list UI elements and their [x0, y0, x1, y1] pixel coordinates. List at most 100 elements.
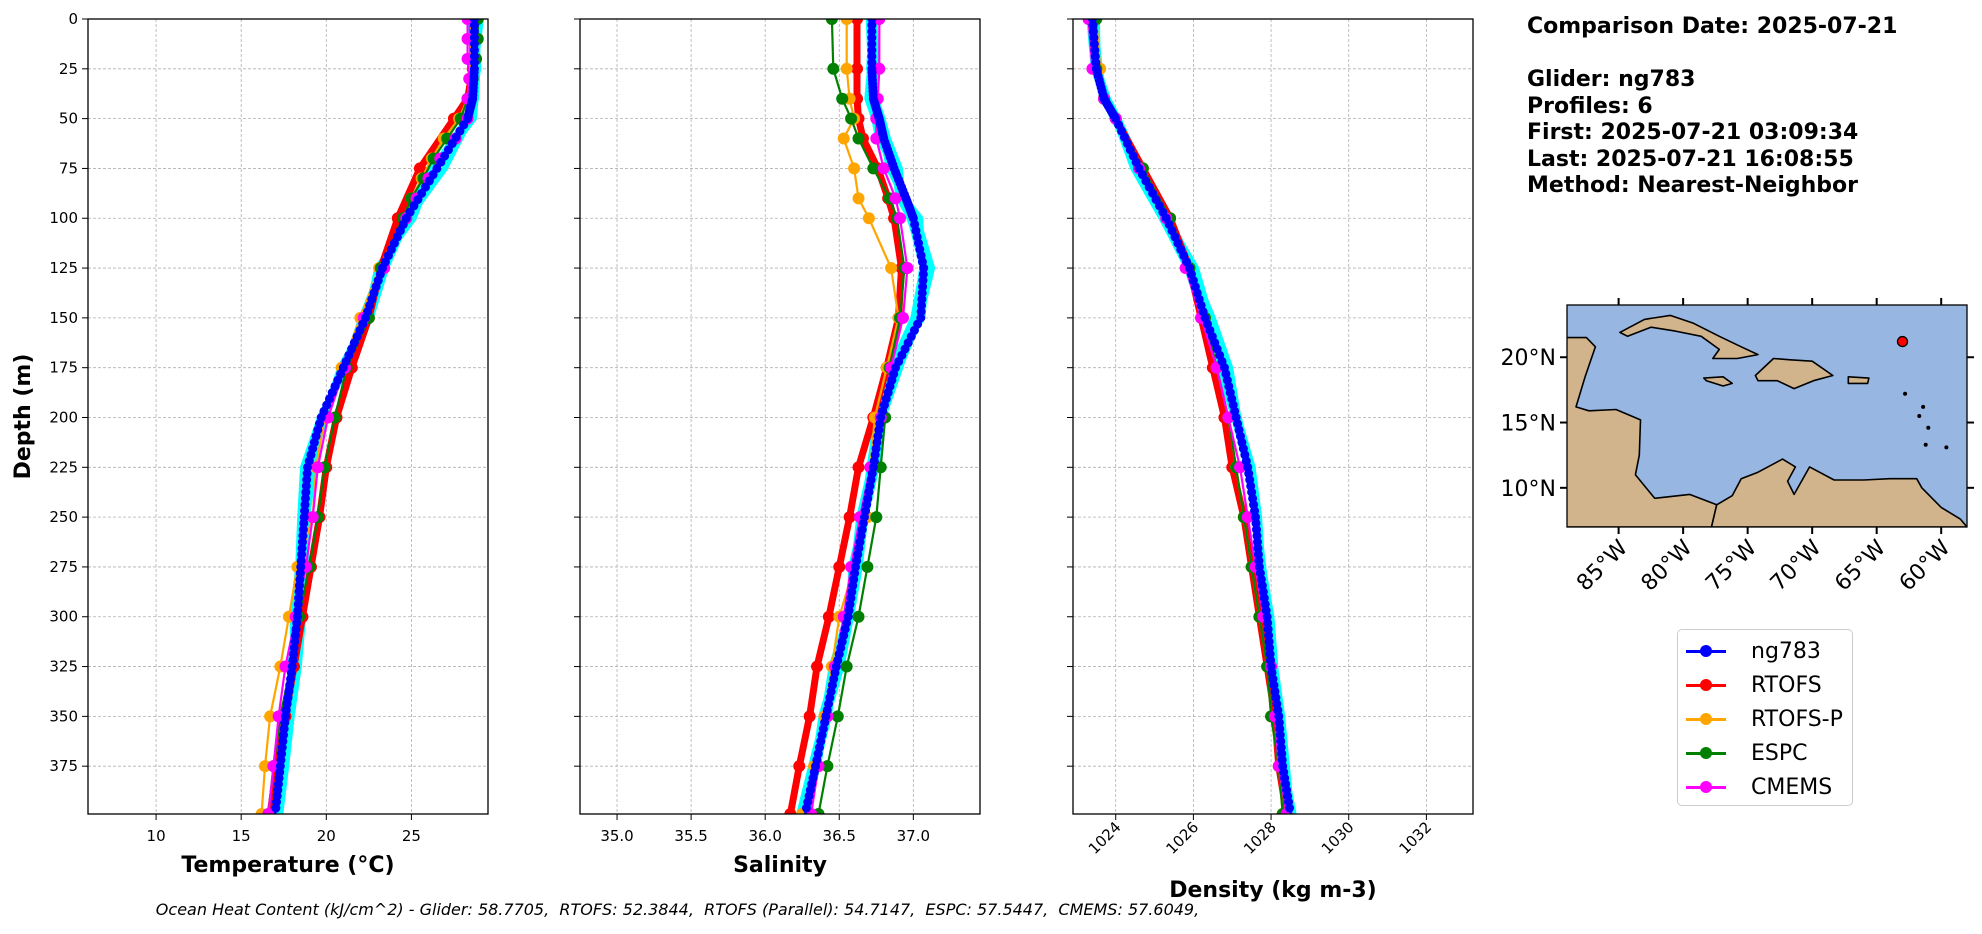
plot-area	[784, 19, 936, 814]
series-marker-rtofs	[413, 162, 426, 175]
series-marker-cmems	[873, 19, 886, 25]
legend-label: RTOFS	[1751, 673, 1822, 698]
series-marker-rtofs-p	[264, 710, 277, 723]
x-axis: 10 15 20 25	[147, 814, 421, 845]
series-marker-cmems	[1241, 511, 1254, 524]
series-marker-cmems	[311, 461, 324, 474]
first-profile-time: First: 2025-07-21 03:09:34	[1527, 120, 1859, 145]
series-marker-rtofs-p	[848, 162, 861, 175]
map-y-tick-label: 10°N	[1501, 477, 1556, 502]
series-marker-ng783	[801, 803, 811, 813]
land-small-island	[1921, 404, 1926, 409]
land-jamaica	[1703, 375, 1733, 387]
legend: ng783 RTOFS RTOFS-P ESPC CMEMS	[1677, 629, 1853, 806]
series-marker-cmems	[896, 311, 909, 324]
series-marker-cmems	[889, 192, 902, 205]
series-ng783	[801, 19, 929, 814]
grid	[580, 18, 980, 814]
series-marker-cmems	[877, 162, 890, 175]
series-marker-espc	[825, 19, 838, 25]
series-marker-ng783	[469, 51, 479, 61]
profile-panel-temperature-c: 0 25 50 75 100 125 150 175 200 225 250 275 300 325 350…	[11, 10, 489, 878]
x-tick-label: 1032	[1395, 818, 1435, 858]
series-ng783	[271, 19, 479, 814]
series-marker-ng783	[469, 58, 479, 68]
y-tick-label: 175	[49, 359, 78, 377]
axes-frame	[87, 18, 489, 815]
series-marker-rtofs-p	[852, 192, 865, 205]
legend-item-rtofs-p: RTOFS-P	[1678, 702, 1852, 736]
legend-swatch-marker	[1700, 679, 1712, 691]
map-x-tick-label: 60°W	[1895, 535, 1956, 596]
axes-frame	[579, 18, 981, 815]
series-marker-rtofs	[784, 808, 797, 814]
series-marker-ng783	[469, 45, 479, 55]
x-tick-label: 1028	[1240, 818, 1280, 858]
profile-count: Profiles: 6	[1527, 93, 1653, 119]
legend-swatch-marker	[1700, 747, 1712, 759]
interp-method: Method: Nearest-Neighbor	[1527, 173, 1858, 198]
y-tick-label: 50	[59, 110, 78, 128]
x-axis: 1024 1026 1028 1030 1032	[1085, 814, 1435, 858]
y-tick-label: 75	[59, 159, 78, 177]
y-tick-label: 275	[49, 558, 78, 576]
map-land	[1567, 314, 1967, 527]
legend-label: RTOFS-P	[1751, 707, 1843, 732]
series-marker-espc	[840, 660, 853, 673]
series-marker-cmems	[1233, 461, 1246, 474]
y-tick-label: 0	[68, 10, 78, 28]
y-tick-label: 250	[49, 508, 78, 526]
y-tick-label: 125	[49, 259, 78, 277]
land-small-island	[1926, 425, 1931, 430]
land-small-island	[1917, 414, 1922, 418]
glider-position-marker	[1896, 335, 1909, 348]
y-tick-label: 100	[49, 209, 78, 227]
ohc-footer: Ocean Heat Content (kJ/cm^2) - Glider: 5…	[155, 900, 1200, 919]
series-marker-ng783	[867, 33, 877, 43]
y-axis	[574, 18, 580, 767]
series-marker-espc	[867, 162, 880, 175]
glider-name: Glider: ng783	[1527, 67, 1696, 92]
series-marker-ng783	[867, 26, 877, 36]
map-x-tick-label: 75°W	[1701, 535, 1762, 596]
series-marker-rtofs-p	[885, 262, 898, 275]
series-marker-espc	[827, 62, 840, 75]
series-marker-espc	[861, 560, 874, 573]
x-tick-label: 10	[147, 827, 166, 845]
series-marker-ng783	[469, 33, 479, 43]
x-axis: 35.0 35.5 36.0 36.5 37.0	[600, 814, 930, 845]
last-profile-time: Last: 2025-07-21 16:08:55	[1527, 146, 1854, 172]
series-marker-espc	[852, 610, 865, 623]
series-marker-ng783	[867, 45, 877, 55]
legend-item-rtofs: RTOFS	[1678, 668, 1852, 702]
series-marker-rtofs	[843, 511, 856, 524]
series-marker-espc	[836, 92, 849, 105]
land-hispaniola	[1754, 357, 1834, 390]
series-marker-espc	[821, 760, 834, 773]
series-marker-cmems	[894, 212, 906, 225]
x-axis-label: Temperature (°C)	[181, 853, 394, 878]
series-marker-rtofs-p	[840, 62, 853, 75]
series-marker-rtofs-p	[837, 132, 850, 145]
map-x-tick-label: 70°W	[1766, 535, 1827, 596]
y-tick-label: 25	[59, 60, 78, 78]
series-marker-espc	[852, 132, 865, 145]
y-tick-label: 200	[49, 408, 78, 426]
legend-item-ng783: ng783	[1678, 634, 1852, 668]
series-marker-rtofs	[851, 62, 864, 75]
y-tick-label: 300	[49, 608, 78, 626]
land-puerto-rico	[1847, 375, 1870, 385]
series-ng783	[1087, 19, 1295, 814]
series-marker-ng783	[867, 51, 877, 61]
info-block: Comparison Date: 2025-07-21 Glider: ng783…	[1527, 14, 1897, 200]
plot-area	[1082, 19, 1297, 814]
y-tick-label: 225	[49, 458, 78, 476]
series-marker-rtofs	[793, 760, 806, 773]
series-rtofs	[1086, 19, 1293, 814]
series-marker-espc	[870, 511, 883, 524]
series-line-cmems	[1087, 19, 1288, 814]
series-marker-espc	[874, 461, 887, 474]
profile-panel-density-kg-m-3: 1024 1026 1028 1030 1032 Density (kg m-3)	[1067, 18, 1474, 903]
legend-swatch-marker	[1700, 713, 1712, 725]
